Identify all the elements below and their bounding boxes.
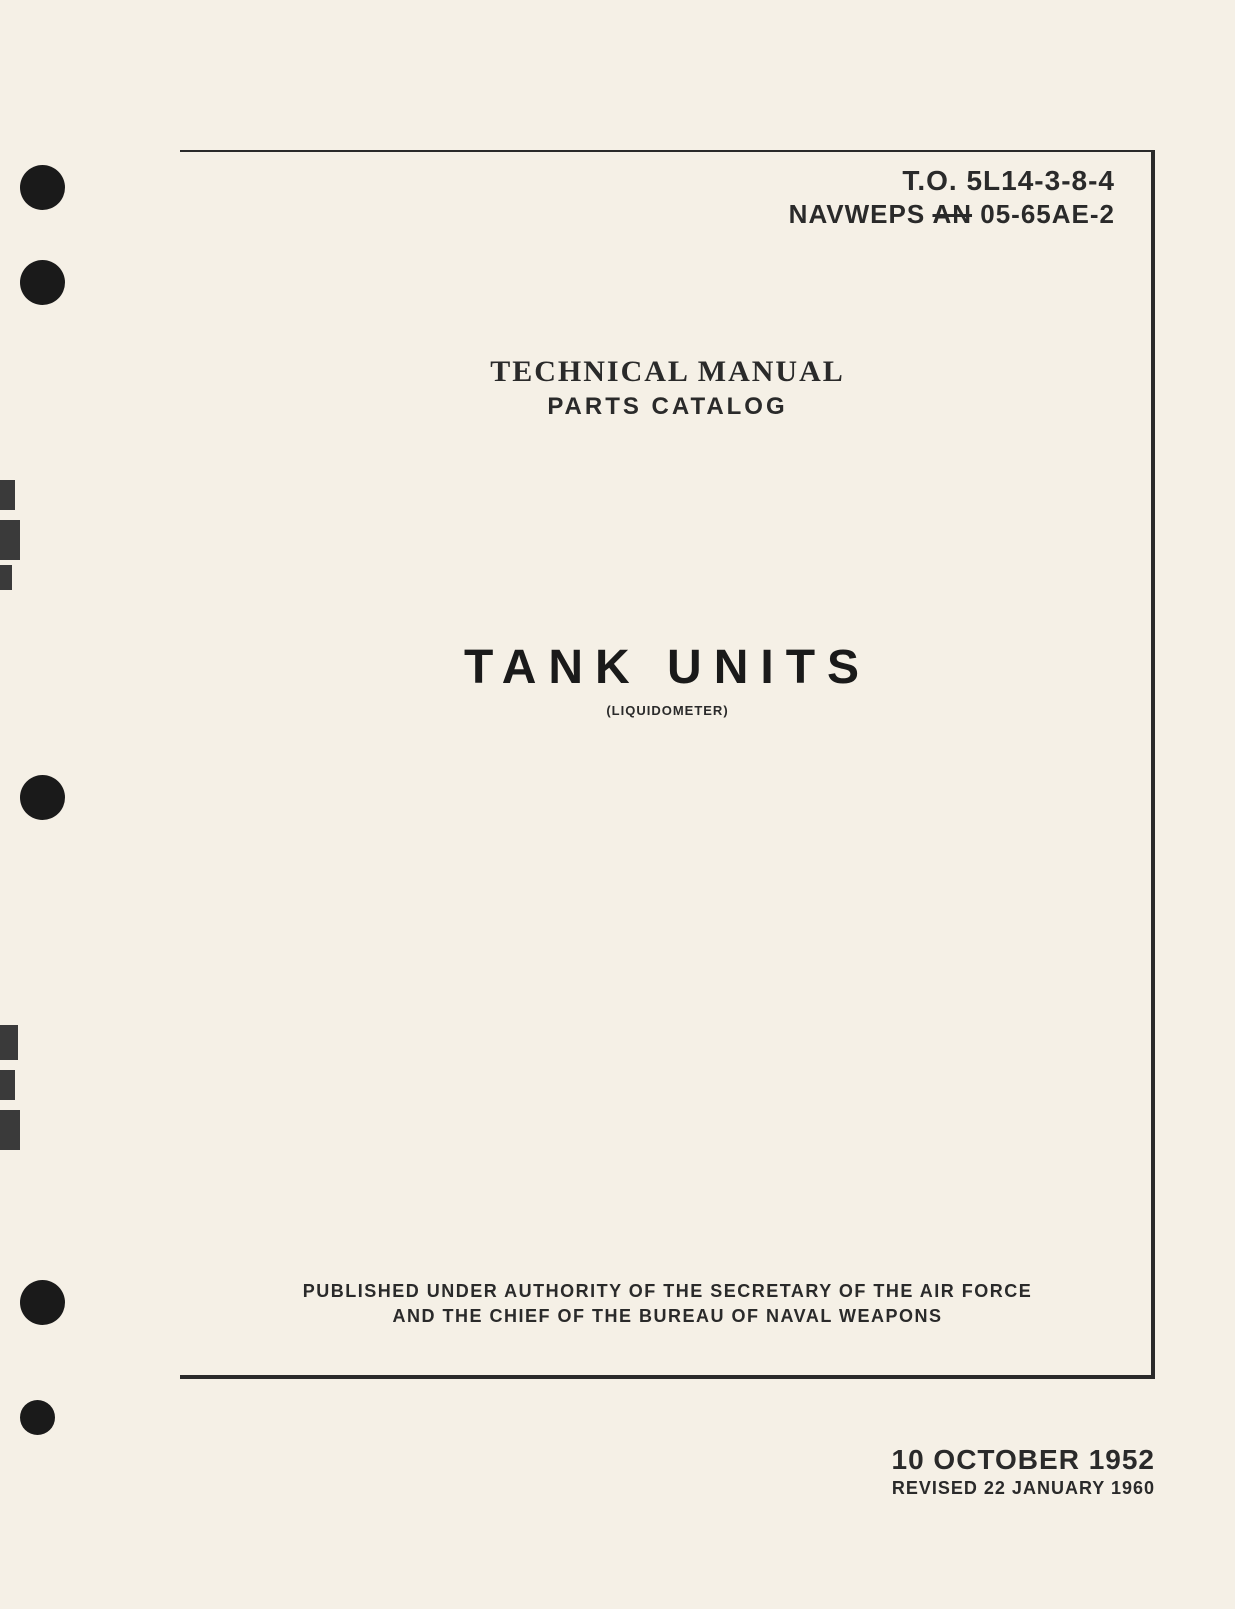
navweps-prefix: NAVWEPS: [789, 199, 933, 229]
navweps-suffix: 05-65AE-2: [972, 199, 1115, 229]
edge-mark: [0, 565, 12, 590]
parts-catalog-label: PARTS CATALOG: [180, 393, 1155, 421]
document-border: [180, 150, 1155, 1379]
navweps-code: NAVWEPS AN 05-65AE-2: [789, 199, 1115, 230]
edge-mark: [0, 1110, 20, 1150]
revision-date: REVISED 22 JANUARY 1960: [892, 1478, 1156, 1499]
manual-heading: TECHNICAL MANUAL PARTS CATALOG: [180, 355, 1155, 421]
publication-date: 10 OCTOBER 1952: [892, 1444, 1156, 1476]
authority-line-1: PUBLISHED UNDER AUTHORITY OF THE SECRETA…: [180, 1279, 1155, 1304]
publication-dates: 10 OCTOBER 1952 REVISED 22 JANUARY 1960: [892, 1444, 1156, 1499]
edge-mark: [0, 520, 20, 560]
navweps-struck-text: AN: [932, 199, 972, 229]
punch-holes-column: [20, 0, 100, 1609]
main-title: TANK UNITS (LIQUIDOMETER): [180, 640, 1155, 718]
authority-text: PUBLISHED UNDER AUTHORITY OF THE SECRETA…: [180, 1279, 1155, 1329]
technical-order-code: T.O. 5L14-3-8-4: [789, 165, 1115, 197]
header-codes: T.O. 5L14-3-8-4 NAVWEPS AN 05-65AE-2: [789, 165, 1115, 230]
edge-mark: [0, 480, 15, 510]
authority-line-2: AND THE CHIEF OF THE BUREAU OF NAVAL WEA…: [180, 1304, 1155, 1329]
edge-mark: [0, 1070, 15, 1100]
punch-hole: [20, 1280, 65, 1325]
punch-hole: [20, 775, 65, 820]
punch-hole: [20, 1400, 55, 1435]
page-container: T.O. 5L14-3-8-4 NAVWEPS AN 05-65AE-2 TEC…: [0, 0, 1235, 1609]
technical-manual-label: TECHNICAL MANUAL: [180, 355, 1155, 389]
punch-hole: [20, 165, 65, 210]
document-subtitle: (LIQUIDOMETER): [180, 703, 1155, 718]
punch-hole: [20, 260, 65, 305]
document-title: TANK UNITS: [180, 640, 1155, 695]
edge-mark: [0, 1025, 18, 1060]
